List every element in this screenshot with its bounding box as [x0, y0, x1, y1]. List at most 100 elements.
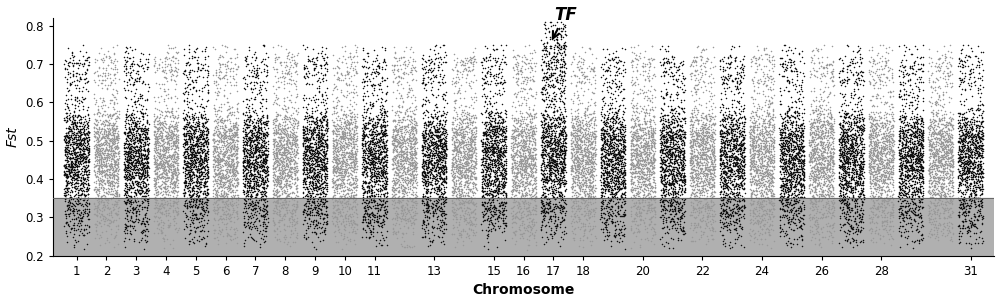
Point	[885, 191, 901, 196]
Point	[243, 151, 259, 155]
Point	[673, 137, 689, 142]
Point	[881, 142, 897, 147]
Point	[646, 221, 662, 226]
Point	[728, 191, 744, 196]
Point	[882, 180, 898, 185]
Point	[89, 148, 105, 153]
Point	[138, 157, 154, 162]
Point	[892, 161, 908, 165]
Point	[558, 230, 574, 235]
Point	[923, 200, 939, 205]
Point	[65, 139, 81, 144]
Point	[507, 176, 523, 181]
Point	[503, 134, 519, 139]
Point	[125, 207, 141, 211]
Point	[796, 169, 812, 174]
Point	[386, 181, 402, 185]
Point	[167, 157, 183, 161]
Point	[154, 132, 170, 137]
Point	[91, 78, 107, 83]
Point	[594, 148, 610, 153]
Point	[536, 144, 552, 148]
Point	[314, 165, 330, 169]
Point	[511, 133, 527, 138]
Point	[452, 149, 468, 154]
Point	[474, 82, 490, 87]
Point	[548, 190, 564, 195]
Point	[418, 189, 434, 194]
Point	[137, 214, 153, 219]
Point	[683, 161, 699, 166]
Point	[550, 31, 566, 35]
Point	[644, 188, 660, 193]
Point	[183, 144, 199, 149]
Point	[493, 150, 509, 155]
Point	[57, 152, 73, 157]
Point	[848, 222, 864, 227]
Point	[245, 184, 261, 189]
Point	[818, 176, 834, 181]
Point	[288, 118, 304, 123]
Point	[895, 212, 911, 217]
Point	[287, 135, 303, 140]
Point	[255, 219, 271, 224]
Point	[584, 186, 600, 191]
Point	[781, 152, 797, 157]
Point	[587, 115, 603, 120]
Point	[91, 198, 107, 203]
Point	[299, 145, 315, 150]
Point	[448, 190, 464, 195]
Point	[184, 113, 200, 118]
Point	[277, 65, 293, 70]
Point	[944, 158, 960, 163]
Point	[654, 235, 670, 240]
Point	[705, 151, 721, 156]
Point	[426, 152, 442, 157]
Point	[408, 141, 424, 145]
Point	[547, 142, 563, 147]
Point	[617, 123, 633, 128]
Point	[719, 222, 735, 227]
Point	[757, 170, 773, 175]
Point	[703, 155, 719, 160]
Point	[878, 175, 894, 180]
Point	[135, 79, 151, 84]
Point	[63, 129, 79, 134]
Point	[73, 127, 89, 132]
Point	[281, 169, 297, 174]
Point	[883, 152, 899, 157]
Point	[433, 138, 449, 142]
Point	[210, 156, 226, 161]
Point	[550, 45, 566, 49]
Point	[551, 43, 567, 48]
Point	[527, 181, 543, 186]
Point	[883, 166, 899, 171]
Point	[433, 187, 449, 192]
Point	[615, 171, 631, 175]
Point	[375, 198, 391, 202]
Point	[791, 138, 807, 143]
Point	[67, 164, 83, 169]
Point	[694, 188, 710, 193]
Point	[967, 159, 983, 164]
Point	[508, 118, 524, 123]
Point	[675, 73, 691, 78]
Point	[448, 151, 464, 155]
Point	[764, 168, 780, 173]
Point	[632, 72, 648, 76]
Point	[787, 221, 803, 225]
Point	[819, 228, 835, 233]
Point	[147, 202, 163, 207]
Point	[494, 124, 510, 129]
Point	[810, 128, 826, 133]
Point	[163, 77, 179, 82]
Point	[833, 147, 849, 152]
Point	[583, 167, 599, 172]
Point	[516, 221, 532, 226]
Point	[935, 182, 951, 187]
Point	[900, 165, 916, 170]
Point	[774, 132, 790, 137]
Point	[73, 181, 89, 186]
Point	[670, 217, 686, 222]
Point	[845, 226, 861, 231]
